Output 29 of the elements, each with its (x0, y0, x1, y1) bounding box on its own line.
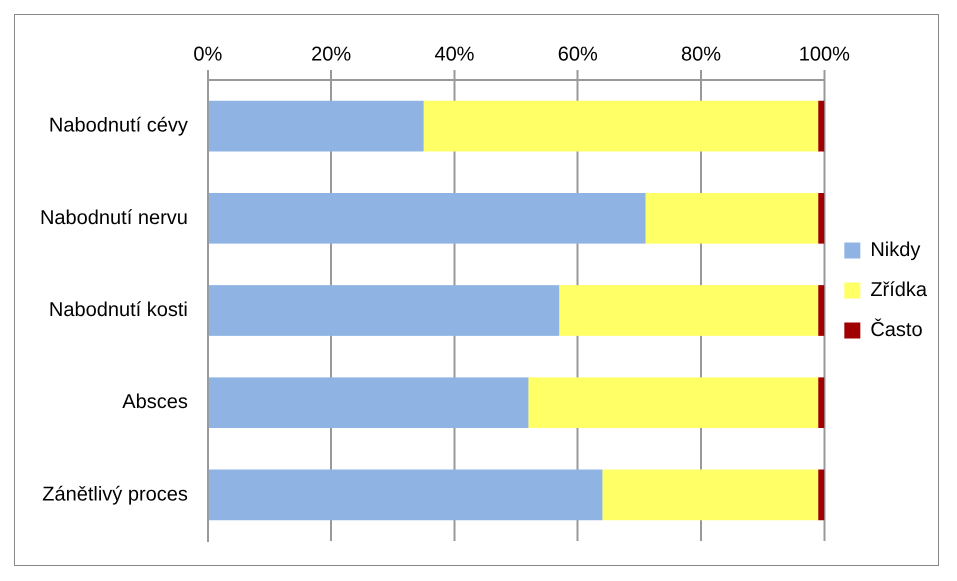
x-tick-label: 100% (798, 44, 850, 66)
bar (602, 470, 818, 520)
bar (818, 377, 824, 428)
bar (208, 285, 560, 336)
bar (818, 192, 824, 244)
legend-label: Často (870, 318, 923, 342)
x-tick-label: 80% (681, 44, 722, 66)
bar (818, 470, 824, 520)
bar (424, 100, 818, 152)
x-tick-label: 40% (434, 44, 475, 66)
y-tick-label: Nabodnutí kosti (48, 299, 188, 322)
legend-label: Zřídka (870, 279, 928, 302)
bar (528, 377, 818, 428)
bar (559, 285, 818, 336)
legend-label: Nikdy (870, 239, 920, 262)
bar (208, 100, 424, 152)
x-tick-label: 0% (193, 44, 223, 66)
bar (646, 192, 818, 244)
y-tick-label: Nabodnutí nervu (40, 206, 188, 229)
bar (208, 377, 528, 428)
bar (818, 285, 824, 336)
y-tick-label: Nabodnutí cévy (48, 114, 188, 137)
y-tick-label: Zánětlivý proces (42, 483, 188, 506)
x-tick-label: 60% (558, 44, 598, 66)
bar (208, 192, 646, 244)
x-tick-label: 20% (311, 44, 352, 66)
bar (208, 470, 602, 520)
bar (818, 100, 824, 152)
y-tick-label: Absces (122, 391, 188, 414)
